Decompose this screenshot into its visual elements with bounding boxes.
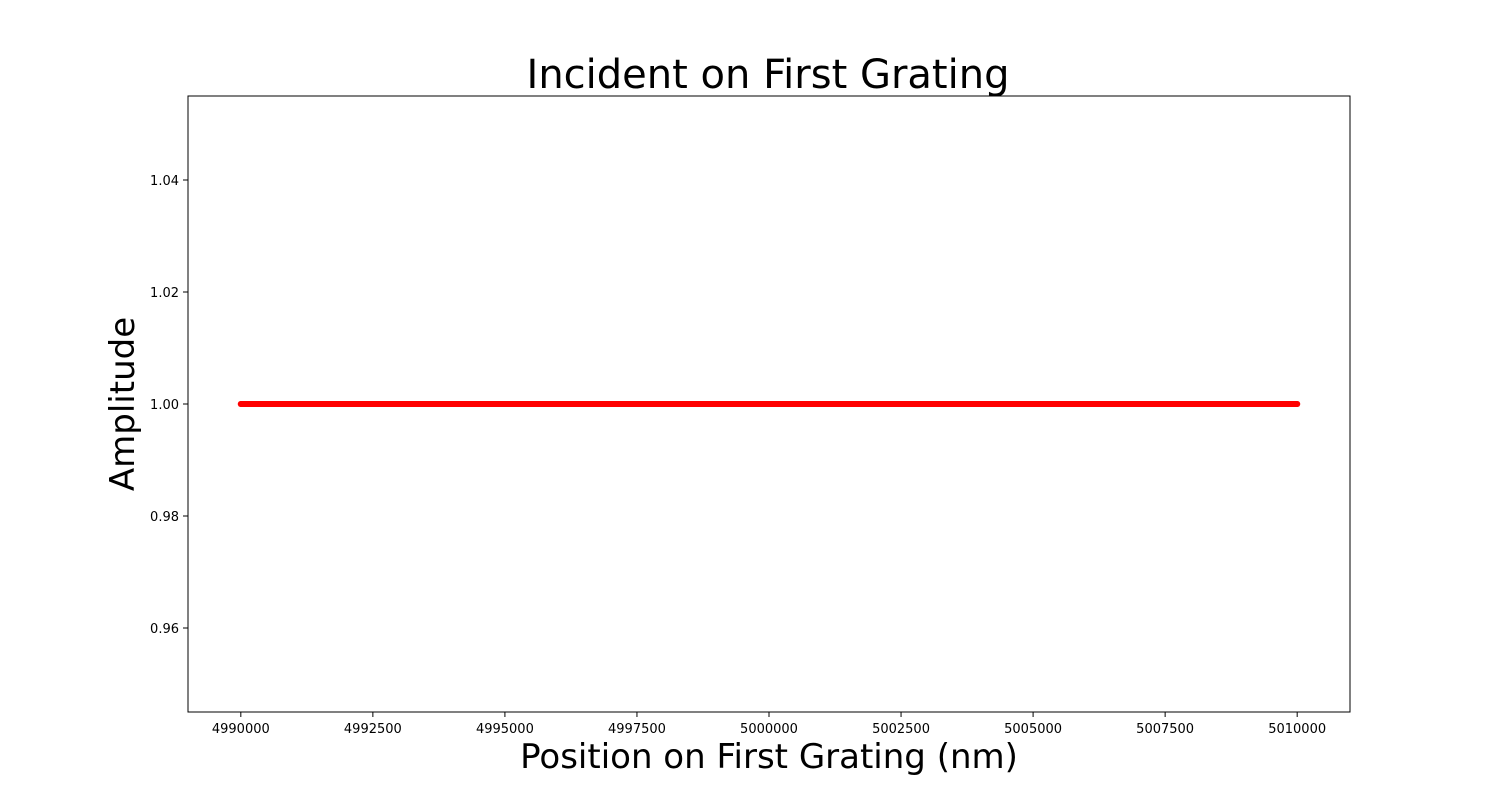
y-axis: 0.96 0.98 1.00 1.02 1.04 bbox=[150, 174, 188, 637]
x-tick-label: 5005000 bbox=[1004, 722, 1062, 737]
y-tick-label: 1.04 bbox=[150, 174, 179, 189]
data-point-end bbox=[1294, 401, 1301, 407]
y-tick-label: 1.00 bbox=[150, 398, 179, 413]
plot-frame bbox=[187, 95, 1351, 713]
x-tick-label: 4995000 bbox=[476, 722, 534, 737]
y-tick-label: 0.98 bbox=[150, 510, 179, 525]
x-tick-label: 5010000 bbox=[1268, 722, 1326, 737]
y-tick-label: 0.96 bbox=[150, 622, 179, 637]
x-tick-label: 4997500 bbox=[608, 722, 666, 737]
x-axis-label: Position on First Grating (nm) bbox=[520, 737, 1018, 777]
y-tick-label: 1.02 bbox=[150, 286, 179, 301]
plot-area bbox=[237, 401, 1301, 407]
data-series bbox=[237, 401, 1301, 407]
x-axis: 4990000 4992500 4995000 4997500 5000000 50025… bbox=[212, 712, 1326, 737]
x-tick-label: 5000000 bbox=[740, 722, 798, 737]
x-tick-label: 4992500 bbox=[344, 722, 402, 737]
chart-title: Incident on First Grating bbox=[527, 52, 1010, 98]
x-tick-label: 5007500 bbox=[1136, 722, 1194, 737]
x-tick-label: 5002500 bbox=[872, 722, 930, 737]
data-point-start bbox=[237, 401, 244, 407]
x-tick-label: 4990000 bbox=[212, 722, 270, 737]
y-axis-label: Amplitude bbox=[103, 317, 143, 491]
